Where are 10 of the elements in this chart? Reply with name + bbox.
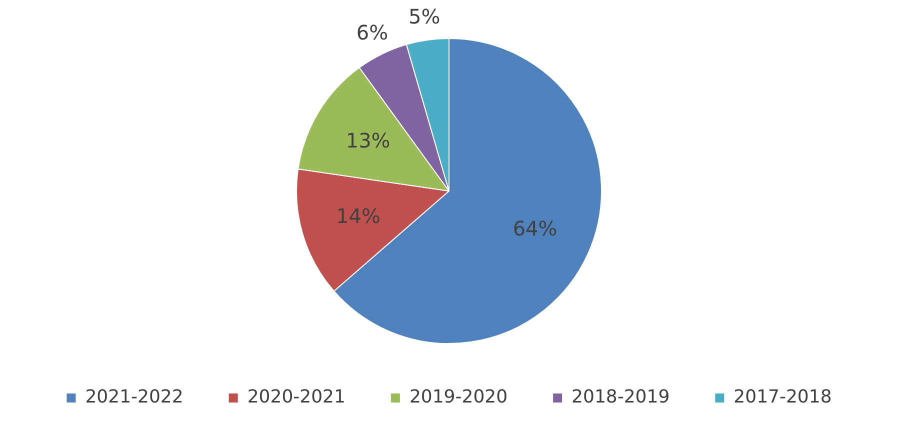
legend-label: 2021-2022 [85, 386, 184, 408]
legend-label: 2017-2018 [734, 386, 832, 408]
data-label: 14% [336, 204, 381, 228]
legend-label: 2020-2021 [247, 386, 346, 408]
data-label: 64% [512, 216, 558, 240]
legend-label: 2019-2020 [409, 386, 508, 408]
data-label: 5% [408, 4, 440, 28]
legend-label: 2018-2019 [572, 386, 670, 408]
data-label: 6% [356, 20, 388, 44]
data-label: 13% [346, 128, 390, 152]
